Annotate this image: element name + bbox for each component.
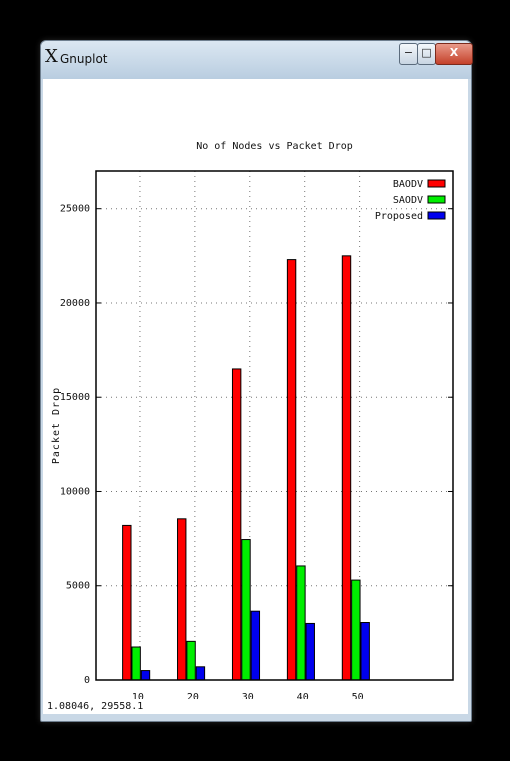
x-tick-label: 10 [132, 692, 144, 699]
window-title: Gnuplot [60, 52, 108, 66]
legend-label-baodv: BAODV [393, 179, 423, 190]
y-tick-label: 0 [84, 675, 90, 686]
bar-baodv-10 [122, 524, 132, 681]
x-tick-label: 40 [297, 692, 309, 699]
bar-proposed-30 [250, 610, 261, 681]
maximize-button[interactable]: □ [417, 43, 436, 65]
bar-proposed-40 [305, 622, 315, 681]
bar-baodv-40 [286, 259, 297, 681]
bar-saodv-30 [241, 539, 251, 681]
legend-label-proposed: Proposed [375, 211, 423, 222]
legend-label-saodv: SAODV [393, 195, 423, 206]
y-tick-label: 10000 [60, 486, 90, 497]
bar-chart: 0 5000 10000 15000 20000 25000 10 20 30 40 50 No of… [51, 141, 454, 699]
legend-swatch-baodv [427, 179, 446, 188]
bar-baodv-20 [177, 518, 187, 681]
bar-saodv-40 [296, 565, 306, 681]
plot-border [95, 170, 454, 681]
bar-baodv-30 [231, 368, 242, 681]
bar-saodv-20 [186, 640, 196, 681]
bar-proposed-20 [195, 666, 206, 681]
close-button[interactable]: X [435, 43, 473, 65]
bar-proposed-50 [360, 622, 370, 681]
y-tick-label: 15000 [60, 392, 90, 403]
y-tick-label: 25000 [60, 204, 90, 215]
bar-saodv-50 [351, 579, 361, 681]
gnuplot-window: X Gnuplot − □ X 0 5000 10000 15000 20000 2500… [40, 40, 473, 722]
bar-proposed-10 [140, 670, 151, 681]
status-coordinates: 1.08046, 29558.1 [47, 701, 144, 712]
bar-baodv-50 [341, 255, 352, 681]
x-tick-label: 50 [352, 692, 364, 699]
x-tick-label: 30 [242, 692, 254, 699]
chart-title: No of Nodes vs Packet Drop [196, 141, 353, 152]
y-tick-label: 5000 [66, 581, 90, 592]
y-axis-label: Packet Drop [51, 387, 62, 464]
x-tick-label: 20 [187, 692, 199, 699]
minimize-button[interactable]: − [399, 43, 418, 65]
bar-saodv-10 [131, 646, 141, 681]
title-bar[interactable]: X Gnuplot − □ X [41, 41, 473, 79]
legend-swatch-saodv [427, 195, 446, 204]
y-tick-label: 20000 [60, 298, 90, 309]
plot-area[interactable]: 0 5000 10000 15000 20000 25000 10 20 30 40 50 No of… [43, 79, 468, 714]
legend-swatch-proposed [427, 211, 446, 220]
x-logo-icon: X [45, 46, 58, 67]
